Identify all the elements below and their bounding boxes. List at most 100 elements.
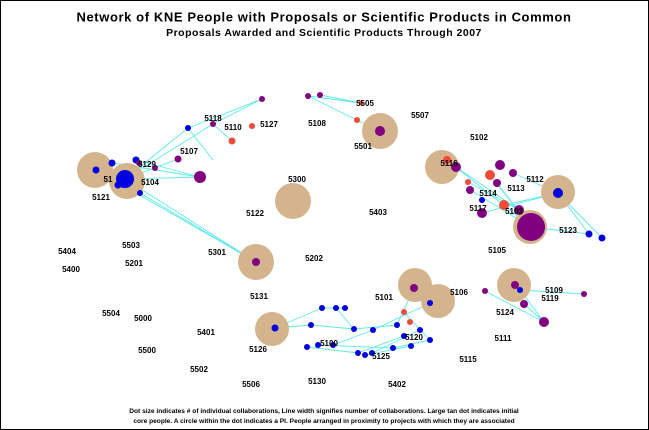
person bbox=[466, 186, 474, 194]
edge bbox=[306, 346, 359, 354]
node-label: 5300 bbox=[288, 175, 306, 184]
footer-line: Dot size indicates # of individual colla… bbox=[129, 408, 519, 415]
person bbox=[465, 179, 471, 185]
person bbox=[427, 337, 433, 343]
node-label: 5112 bbox=[526, 175, 544, 184]
node-label: 5123 bbox=[559, 226, 577, 235]
node-label: 5114 bbox=[479, 189, 497, 198]
person bbox=[369, 350, 375, 356]
node-label: 5111 bbox=[495, 334, 512, 343]
person bbox=[330, 342, 336, 348]
person bbox=[137, 190, 143, 196]
person bbox=[499, 200, 509, 210]
edge bbox=[212, 98, 263, 125]
node-label: 5201 bbox=[125, 259, 143, 268]
node-label: 5507 bbox=[411, 111, 429, 120]
person bbox=[517, 213, 545, 241]
edge bbox=[353, 324, 398, 330]
node-label: 5131 bbox=[250, 292, 268, 301]
node-label: 5404 bbox=[58, 247, 76, 256]
person bbox=[401, 309, 407, 315]
node-label: 5105 bbox=[488, 246, 506, 255]
person bbox=[358, 100, 364, 106]
node-label: 5106 bbox=[450, 288, 468, 297]
node-label: 5503 bbox=[122, 241, 140, 250]
node-label: 5116 bbox=[440, 159, 458, 168]
node-label: 5500 bbox=[138, 346, 156, 355]
person bbox=[410, 284, 418, 292]
person bbox=[92, 166, 100, 174]
person bbox=[174, 155, 182, 163]
person bbox=[401, 333, 407, 339]
node-label: 5118 bbox=[204, 114, 222, 123]
person bbox=[417, 327, 423, 333]
node-label: 5119 bbox=[541, 294, 559, 303]
person bbox=[152, 165, 158, 171]
person bbox=[108, 159, 116, 167]
node-label: 5117 bbox=[469, 204, 487, 213]
node-label: 5113 bbox=[507, 184, 525, 193]
node-label: 5122 bbox=[246, 209, 264, 218]
edge bbox=[357, 335, 405, 354]
node-label: 5202 bbox=[305, 254, 323, 263]
person bbox=[249, 123, 255, 129]
person bbox=[136, 160, 142, 166]
person bbox=[581, 291, 587, 297]
person bbox=[333, 305, 339, 311]
edge bbox=[371, 329, 421, 354]
person bbox=[585, 230, 593, 238]
person bbox=[305, 93, 311, 99]
person bbox=[443, 156, 451, 164]
footer-line: core people. A circle within the dot ind… bbox=[133, 418, 514, 425]
node-label: 5107 bbox=[180, 147, 198, 156]
node-label: 5124 bbox=[496, 308, 514, 317]
person bbox=[342, 305, 348, 311]
person bbox=[259, 96, 265, 102]
person bbox=[210, 121, 216, 127]
node-label: 5115 bbox=[459, 355, 477, 364]
edge bbox=[139, 192, 257, 263]
person bbox=[271, 324, 279, 332]
person bbox=[598, 234, 606, 242]
node-label: 5101 bbox=[375, 293, 393, 302]
person bbox=[315, 342, 321, 348]
edge bbox=[307, 95, 358, 121]
edge bbox=[124, 178, 257, 263]
core-person bbox=[275, 183, 311, 219]
core-person bbox=[421, 284, 455, 318]
person bbox=[493, 179, 501, 187]
person bbox=[370, 327, 376, 333]
node-label: 5109 bbox=[545, 286, 563, 295]
node-label: 5301 bbox=[208, 248, 226, 257]
person bbox=[185, 125, 191, 131]
node-label: 5130 bbox=[308, 377, 326, 386]
node-label: 5502 bbox=[190, 365, 208, 374]
person bbox=[517, 287, 523, 293]
subtitle: Proposals Awarded and Scientific Product… bbox=[166, 27, 482, 39]
person bbox=[354, 117, 360, 123]
person bbox=[362, 352, 368, 358]
person bbox=[485, 170, 495, 180]
edge bbox=[135, 159, 201, 178]
node-label: 5505 bbox=[356, 99, 374, 108]
node-label: 5125 bbox=[372, 352, 390, 361]
edge bbox=[310, 324, 355, 330]
node-label: 5104 bbox=[141, 178, 159, 187]
node-label: 51 bbox=[104, 175, 113, 184]
person bbox=[317, 92, 323, 98]
node-label: 5121 bbox=[92, 193, 110, 202]
edge bbox=[372, 302, 431, 331]
person bbox=[390, 345, 396, 351]
node-label: 5402 bbox=[388, 380, 406, 389]
title: Network of KNE People with Proposals or … bbox=[76, 9, 571, 24]
edge bbox=[335, 307, 355, 330]
node-label: 5501 bbox=[354, 142, 372, 151]
edge bbox=[332, 329, 374, 346]
person bbox=[355, 350, 361, 356]
person bbox=[308, 322, 314, 328]
person bbox=[408, 343, 414, 349]
node-label: 5400 bbox=[62, 265, 80, 274]
edge bbox=[403, 311, 431, 341]
